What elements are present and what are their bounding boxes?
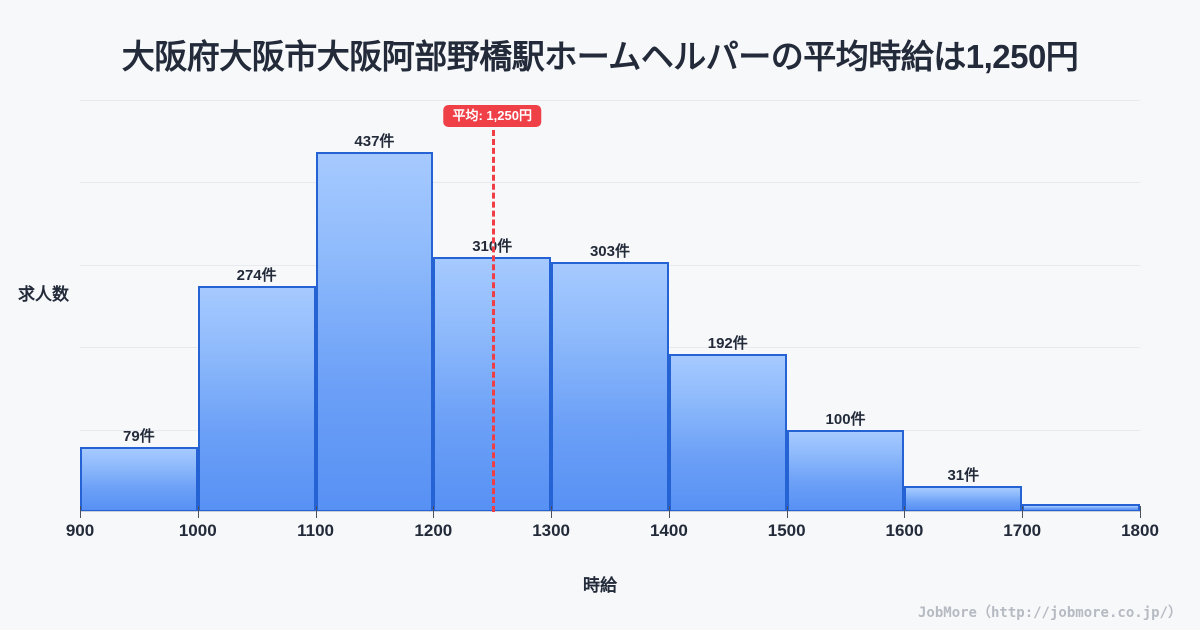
bar-value-label: 100件 (825, 410, 866, 428)
gridline (80, 100, 1140, 101)
x-axis-tick-mark (80, 506, 81, 518)
y-axis-title: 求人数 (18, 285, 69, 304)
x-axis-tick-mark (433, 506, 435, 518)
histogram-bar[interactable] (551, 262, 669, 512)
histogram-bar[interactable] (197, 286, 316, 512)
histogram-bar[interactable] (786, 429, 905, 512)
histogram-bar[interactable] (315, 151, 434, 512)
x-axis-tick-label: 900 (65, 521, 95, 540)
x-axis-tick-label: 1200 (414, 521, 453, 540)
bar-value-label: 303件 (589, 243, 630, 261)
plot-area: 79件 274件 437件 310件 303件 192件 100件 31件 (80, 100, 1140, 512)
x-axis-tick-mark (315, 506, 317, 518)
x-axis-tick-label: 1500 (767, 521, 806, 540)
x-axis-tick-label: 1700 (1003, 521, 1042, 540)
histogram-bar[interactable] (433, 256, 552, 512)
histogram-bar[interactable] (80, 446, 198, 512)
x-axis-tick-mark (786, 506, 788, 518)
x-axis-tick-mark (904, 506, 906, 518)
x-axis-tick-mark (1140, 506, 1141, 518)
bar-value-label: 31件 (947, 467, 980, 485)
bar-value-label: 310件 (472, 237, 513, 255)
x-axis-title: 時給 (583, 576, 617, 595)
x-axis-tick-label: 1000 (178, 521, 217, 540)
x-axis-tick-mark (197, 506, 199, 518)
x-axis-baseline (80, 511, 1141, 512)
x-axis-tick-mark (1022, 506, 1024, 518)
average-line (492, 130, 496, 512)
x-axis-tick-label: 1600 (885, 521, 924, 540)
x-axis-tick-label: 1100 (297, 521, 334, 540)
x-axis-tick-label: 1800 (1121, 521, 1159, 540)
histogram-bar[interactable] (904, 486, 1023, 512)
bar-value-label: 437件 (354, 132, 395, 150)
x-axis-tick-mark (668, 506, 670, 518)
watermark: JobMore（http://jobmore.co.jp/） (917, 605, 1182, 621)
bar-value-label: 274件 (236, 267, 277, 285)
gridline (80, 182, 1140, 184)
x-axis-tick-label: 1400 (649, 521, 688, 540)
histogram-bar[interactable] (668, 353, 787, 512)
bar-value-label: 79件 (123, 427, 155, 445)
page-title: 大阪府大阪市大阪阿部野橋駅ホームヘルパーの平均時給は1,250円 (121, 38, 1079, 75)
x-axis-tick-mark (551, 506, 553, 518)
bar-value-label: 192件 (707, 334, 748, 352)
x-axis-tick-label: 1300 (532, 521, 571, 540)
average-badge: 平均: 1,250円 (443, 105, 541, 127)
